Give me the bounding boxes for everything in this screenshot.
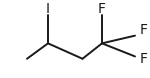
Text: F: F <box>140 23 147 37</box>
Text: F: F <box>98 2 106 16</box>
Text: F: F <box>140 52 147 66</box>
Text: I: I <box>46 2 50 16</box>
